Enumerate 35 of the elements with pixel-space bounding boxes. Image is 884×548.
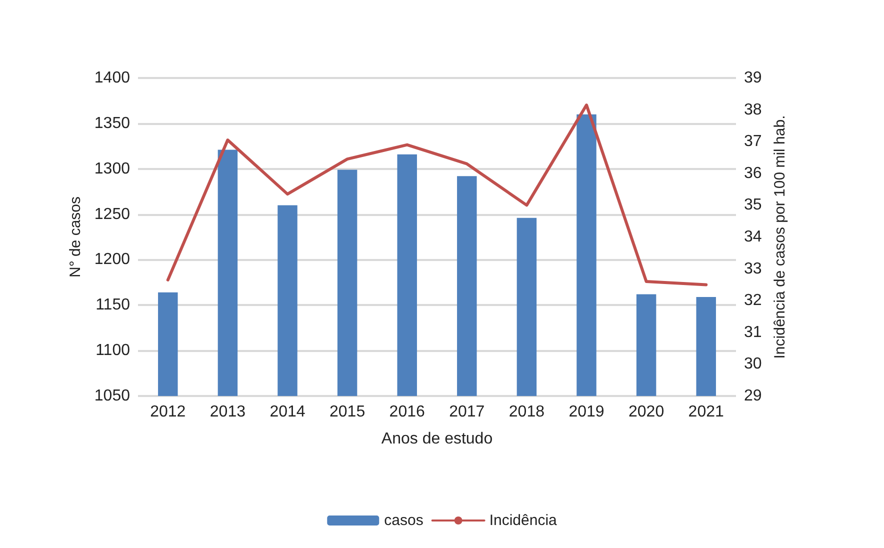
y-tick-label: 1350 <box>94 114 130 132</box>
y-axis-title: N° de casos <box>67 196 84 278</box>
y2-tick-label: 38 <box>744 101 762 118</box>
y-tick-label: 1250 <box>94 206 130 223</box>
legend-label: casos <box>384 512 424 529</box>
y-tick-label: 1150 <box>96 296 130 314</box>
y2-tick-label: 35 <box>744 196 762 214</box>
x-tick-label: 2021 <box>688 404 724 420</box>
y-tick-label: 1400 <box>94 70 130 86</box>
y2-tick-label: 30 <box>744 356 762 373</box>
line-series <box>166 104 708 286</box>
x-tick-label: 2014 <box>270 404 306 420</box>
y-tick-label: 1100 <box>96 342 130 360</box>
y2-tick-label: 36 <box>744 164 762 182</box>
y2-tick-label: 33 <box>744 260 762 278</box>
x-tick-label: 2020 <box>628 404 664 420</box>
y-tick-label: 1050 <box>94 388 130 404</box>
x-tick-label: 2013 <box>210 404 246 420</box>
x-tick-label: 2019 <box>568 404 604 420</box>
y2-tick-label: 37 <box>744 133 762 150</box>
x-tick-label: 2016 <box>389 404 425 420</box>
y2-tick-label: 39 <box>744 70 762 86</box>
x-tick-label: 2012 <box>150 404 186 420</box>
y-tick-label: 1200 <box>94 251 130 268</box>
y-tick-label: 1300 <box>94 160 130 178</box>
y2-axis-title: Incidência de casos por 100 mil hab. <box>772 115 789 359</box>
x-tick-label: 2015 <box>330 404 366 420</box>
y2-tick-label: 29 <box>744 388 762 404</box>
legend-label: Incidência <box>489 512 558 529</box>
y2-tick-label: 32 <box>744 292 762 310</box>
y2-tick-label: 31 <box>744 324 762 341</box>
x-tick-label: 2017 <box>449 404 485 420</box>
x-tick-label: 2018 <box>508 404 545 420</box>
y2-tick-label: 34 <box>744 228 762 246</box>
x-axis-title: Anos de estudo <box>381 430 493 448</box>
